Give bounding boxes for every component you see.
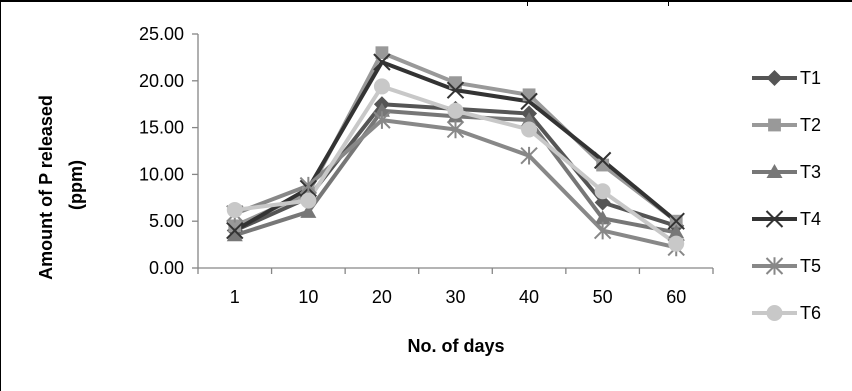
data-point-t1 [594,194,611,211]
y-tick-label: 15.00 [139,118,184,138]
data-point-t4 [446,81,465,99]
legend-marker-t5 [765,257,784,275]
y-tick-label: 5.00 [149,211,184,231]
legend-marker-t1 [766,70,783,86]
data-point-t6 [668,235,685,252]
data-point-t4 [226,221,244,240]
data-point-t2 [449,76,462,90]
data-point-t6 [447,102,464,119]
legend-label-t2: T2 [800,115,821,135]
chart-axes: 0.00 5.00 10.00 15.00 20.00 25.00 1 10 20 30 40 50 6… [139,24,714,307]
series-line-t5 [234,118,677,250]
data-point-t5 [446,120,465,139]
data-point-t2 [596,158,610,172]
data-point-t5 [593,221,612,240]
y-tick-label: 10.00 [139,164,184,184]
data-point-t6 [521,121,538,138]
data-point-t2 [228,219,242,233]
x-tick-label: 40 [519,287,539,307]
legend-label-t4: T4 [800,209,821,229]
x-tick-label: 30 [445,287,465,307]
data-point-t6 [226,201,243,218]
data-point-t4 [667,212,685,230]
y-axis-title-line-2: (ppm) [66,160,86,210]
chart-legend: T1 T2 T3 T4 T5 T6 [752,68,821,323]
series-markers [226,46,685,257]
frame-cell-divider [527,0,528,6]
x-axis-title: No. of days [407,336,504,356]
data-point-t6 [373,78,390,95]
y-tick-label: 20.00 [139,71,184,91]
data-point-t6 [300,192,317,209]
legend-label-t6: T6 [800,303,821,323]
y-axis-title: Amount of P released (ppm) [36,90,86,280]
x-tick-label: 60 [666,287,686,307]
x-tick-label: 20 [372,287,392,307]
legend-label-t3: T3 [800,162,821,182]
x-tick-label: 1 [230,287,240,307]
data-point-t3 [373,102,390,117]
data-point-t5 [373,111,391,129]
data-point-t4 [520,92,538,111]
data-point-t3 [594,210,611,225]
data-point-t4 [593,151,612,170]
x-tick-label: 50 [593,287,613,307]
legend-label-t1: T1 [800,68,821,88]
legend-marker-t6 [766,305,783,321]
data-point-t2 [522,88,536,102]
data-point-t6 [594,183,611,200]
data-point-t3 [300,203,317,218]
legend-label-t5: T5 [800,256,821,276]
frame-top-border [0,0,852,2]
y-tick-label: 25.00 [139,24,184,44]
data-point-t4 [373,53,391,71]
legend-marker-t2 [768,118,781,132]
data-point-t3 [226,227,243,242]
data-point-t5 [520,146,538,165]
frame-left-border [0,0,1,391]
y-axis-title-line-1: Amount of P released [36,95,56,280]
data-point-t2 [375,46,389,60]
x-tick-label: 10 [298,287,318,307]
legend-marker-t3 [766,164,783,178]
data-point-t5 [299,176,318,195]
y-tick-label: 0.00 [149,258,184,278]
frame-cell-divider [668,0,669,6]
legend-marker-t4 [765,210,784,228]
data-point-t3 [668,224,685,239]
